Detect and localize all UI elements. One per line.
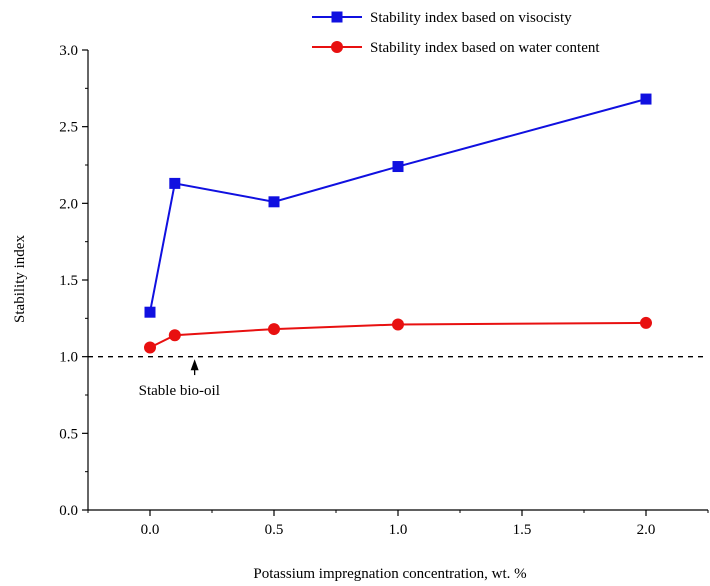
- data-point: [144, 306, 156, 318]
- y-axis-label: Stability index: [12, 235, 28, 323]
- x-tick-label: 0.5: [265, 522, 284, 538]
- x-tick-label: 0.0: [141, 522, 160, 538]
- ticks: 0.0 0.5 1.0 1.5 2.0 2.5 3.0 0.0 0.5 1.0 1.5 2.0: [59, 43, 709, 538]
- annotation-group: Stable bio-oil: [139, 359, 220, 399]
- x-tick-label: 2.0: [637, 522, 656, 538]
- y-tick-label: 2.0: [59, 196, 78, 212]
- series-line: [149, 98, 647, 313]
- data-point: [392, 318, 404, 331]
- legend-marker: [331, 11, 343, 23]
- annotation-arrow-head: [190, 359, 199, 371]
- axes: [87, 50, 708, 511]
- x-axis-label: Potassium impregnation concentration, wt…: [253, 566, 526, 582]
- data-point: [640, 316, 652, 329]
- series-group: [144, 93, 652, 354]
- y-tick-label: 1.5: [59, 273, 78, 289]
- legend-label: Stability index based on water content: [370, 40, 600, 56]
- x-tick-label: 1.5: [513, 522, 532, 538]
- legend-label: Stability index based on visocisty: [370, 10, 572, 26]
- data-point: [168, 329, 181, 342]
- y-tick-label: 0.5: [59, 426, 78, 442]
- data-point: [640, 93, 652, 105]
- data-point: [268, 196, 280, 208]
- data-point: [392, 161, 404, 173]
- legend: Stability index based on visocisty Stabil…: [312, 10, 600, 56]
- y-tick-label: 0.0: [59, 503, 78, 519]
- x-tick-label: 1.0: [389, 522, 408, 538]
- y-tick-label: 1.0: [59, 350, 78, 366]
- data-point: [144, 341, 156, 354]
- y-tick-label: 3.0: [59, 43, 78, 59]
- annotation-label: Stable bio-oil: [139, 383, 220, 399]
- legend-marker: [331, 41, 343, 53]
- data-point: [268, 323, 280, 336]
- data-point: [169, 177, 181, 189]
- y-tick-label: 2.5: [59, 120, 78, 136]
